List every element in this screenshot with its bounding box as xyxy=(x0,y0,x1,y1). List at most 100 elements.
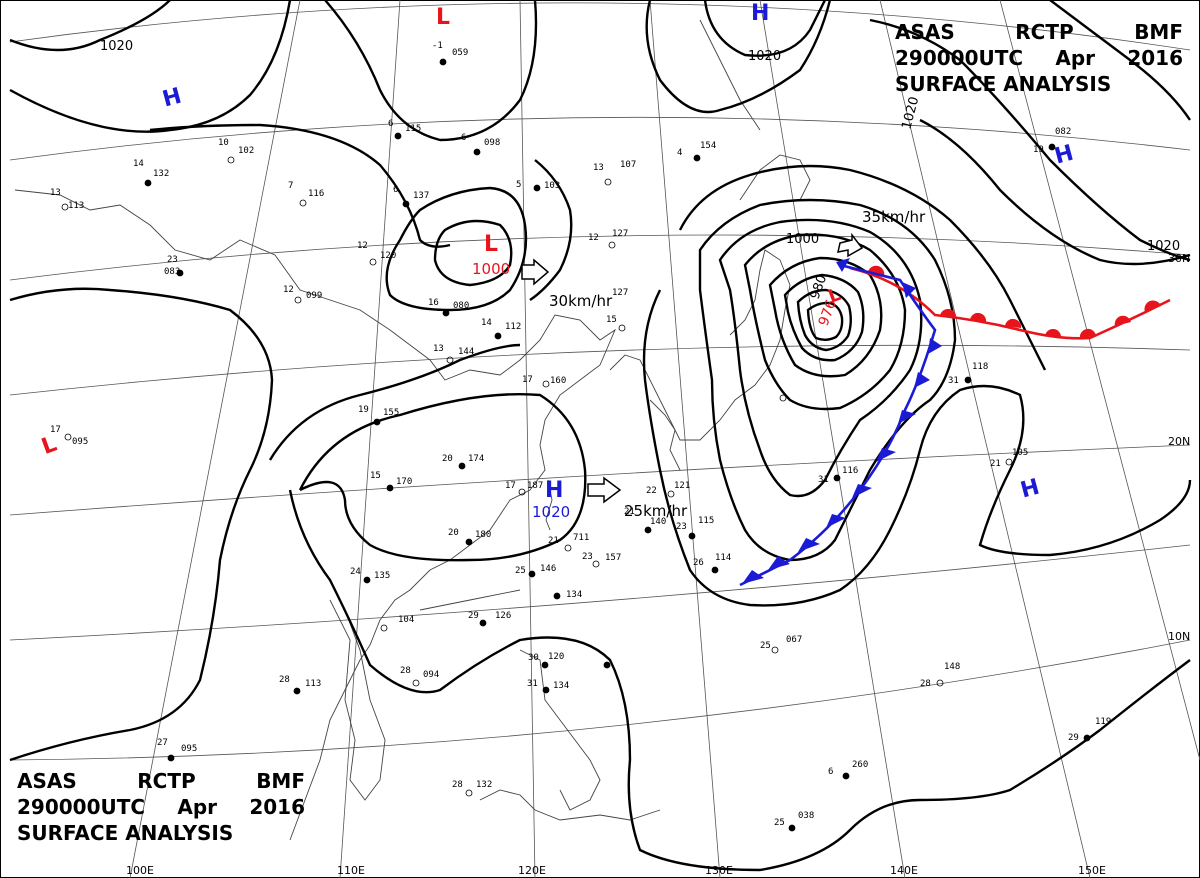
map-header-top-right: ASAS RCTP BMF 290000UTC Apr 2016 SURFACE… xyxy=(895,19,1183,97)
station-43: 25 067 xyxy=(760,635,802,654)
warm-front-mark xyxy=(1114,315,1131,326)
station-temp: 21 xyxy=(548,536,559,546)
isobar-top-center-right xyxy=(645,0,832,114)
isobar-label-ring-1000: 1000 xyxy=(786,232,819,247)
station-temp: 13 xyxy=(593,163,604,173)
low-nw-symbol: L xyxy=(484,232,498,257)
station-temp: 28 xyxy=(400,666,411,676)
station-temp: 25 xyxy=(515,566,526,576)
cold-front-mark xyxy=(852,484,872,498)
station-temp: 17 xyxy=(50,425,61,435)
station-temp: 29 xyxy=(1068,733,1079,743)
isobar-upper-west xyxy=(149,123,451,248)
station-6: 6 115 xyxy=(388,119,421,140)
station-temp: 23 xyxy=(582,552,593,562)
station-pressure: 116 xyxy=(308,189,324,199)
station-temp: 27 xyxy=(157,738,168,748)
header-year: 2016 xyxy=(1127,46,1183,70)
lat-line-40 xyxy=(9,2,1191,51)
motion-arrow-low-ne xyxy=(837,232,864,258)
station-47: 29 119 xyxy=(1068,717,1111,743)
station-temp: 4 xyxy=(677,148,682,158)
motion-label-low-ne: 35km/hr xyxy=(862,208,926,226)
station-pressure: 080 xyxy=(453,301,469,311)
station-pressure: 146 xyxy=(540,564,556,574)
header-title: SURFACE ANALYSIS xyxy=(895,72,1112,96)
station-temp: 19 xyxy=(358,405,369,415)
isobar-label-top-right-b: 1020 xyxy=(1147,239,1180,254)
station-pressure: 120 xyxy=(380,251,396,261)
station-49: 25 038 xyxy=(774,811,814,832)
station-34: 29 126 xyxy=(468,611,511,627)
station-21: 20 174 xyxy=(442,454,484,470)
cold-front-line xyxy=(739,263,937,587)
station-temp: 14 xyxy=(481,318,492,328)
lat-label-30n: 30N xyxy=(1168,252,1190,265)
station-29: 21 711 xyxy=(548,533,589,552)
station-pressure: 098 xyxy=(484,138,500,148)
station-temp: 24 xyxy=(350,567,361,577)
isobar-south xyxy=(288,489,1191,872)
cold-front-mark xyxy=(928,338,942,354)
station-pressure: 160 xyxy=(550,376,566,386)
station-20: 19 155 xyxy=(358,405,399,426)
high-e-symbol: H xyxy=(1018,475,1042,504)
isobar-far-ne-1 xyxy=(869,18,1191,262)
lon-line-150 xyxy=(879,0,1091,878)
station-50: 19 082 xyxy=(1033,127,1071,155)
motion-label-low-nw: 30km/hr xyxy=(549,292,613,310)
isobar-ne-5 xyxy=(783,273,865,362)
station-pressure: 127 xyxy=(612,288,628,298)
low-top-symbol: L xyxy=(436,5,450,30)
isobar-ne-4 xyxy=(768,256,883,378)
station-pressure: 140 xyxy=(650,517,666,527)
station-pressure: 112 xyxy=(505,322,521,332)
station-temp: 19 xyxy=(1033,145,1044,155)
station-19: 17 160 xyxy=(522,375,566,388)
station-pressure: 082 xyxy=(1055,127,1071,137)
cold-front xyxy=(739,258,942,587)
graticule-longitudes xyxy=(129,0,1200,878)
low-nw-value: 1000 xyxy=(472,260,510,278)
station-54 xyxy=(603,661,611,669)
cold-front-mark xyxy=(914,372,930,388)
station-temp: 13 xyxy=(433,344,444,354)
lon-label-130e: 130E xyxy=(705,864,733,877)
station-pressure: 174 xyxy=(468,454,484,464)
station-pressure: 157 xyxy=(605,553,621,563)
station-40: 31 134 xyxy=(527,679,569,694)
station-pressure: 120 xyxy=(548,652,564,662)
station-pressure: 260 xyxy=(852,760,868,770)
isobar-topleft-1020 xyxy=(9,0,171,52)
station-pressure: 115 xyxy=(698,516,714,526)
cold-front-mark xyxy=(768,556,790,570)
station-temp: 20 xyxy=(448,528,459,538)
motion-arrow-high xyxy=(587,476,622,504)
station-pressure: 126 xyxy=(495,611,511,621)
station-temp: 12 xyxy=(357,241,368,251)
lat-label-10n: 10N xyxy=(1168,630,1190,643)
station-temp: -1 xyxy=(432,41,443,51)
header-time: 290000UTC xyxy=(17,795,146,819)
station-pressure: 127 xyxy=(612,229,628,239)
station-temp: 13 xyxy=(50,188,61,198)
station-44: 21 105 xyxy=(990,448,1028,469)
station-16: 14 112 xyxy=(481,318,521,340)
isobar-high-center xyxy=(298,392,587,562)
high-top-symbol: H xyxy=(751,1,769,26)
station-temp: 26 xyxy=(693,558,704,568)
station-30: 23 157 xyxy=(582,552,621,568)
isobar-ne-6 xyxy=(796,288,852,352)
station-pressure: 094 xyxy=(423,670,439,680)
motion-arrow-low-nw xyxy=(521,258,550,286)
station-41: 28 132 xyxy=(452,780,492,797)
station-pressure: 102 xyxy=(238,146,254,156)
station-pressure: 105 xyxy=(1012,448,1028,458)
lat-line-15 xyxy=(9,544,1191,641)
station-temp: 6 xyxy=(828,767,833,777)
lat-line-20 xyxy=(9,444,1191,516)
cold-front-mark xyxy=(798,538,820,552)
coast-indochina xyxy=(329,599,386,801)
station-pressure: 137 xyxy=(413,191,429,201)
